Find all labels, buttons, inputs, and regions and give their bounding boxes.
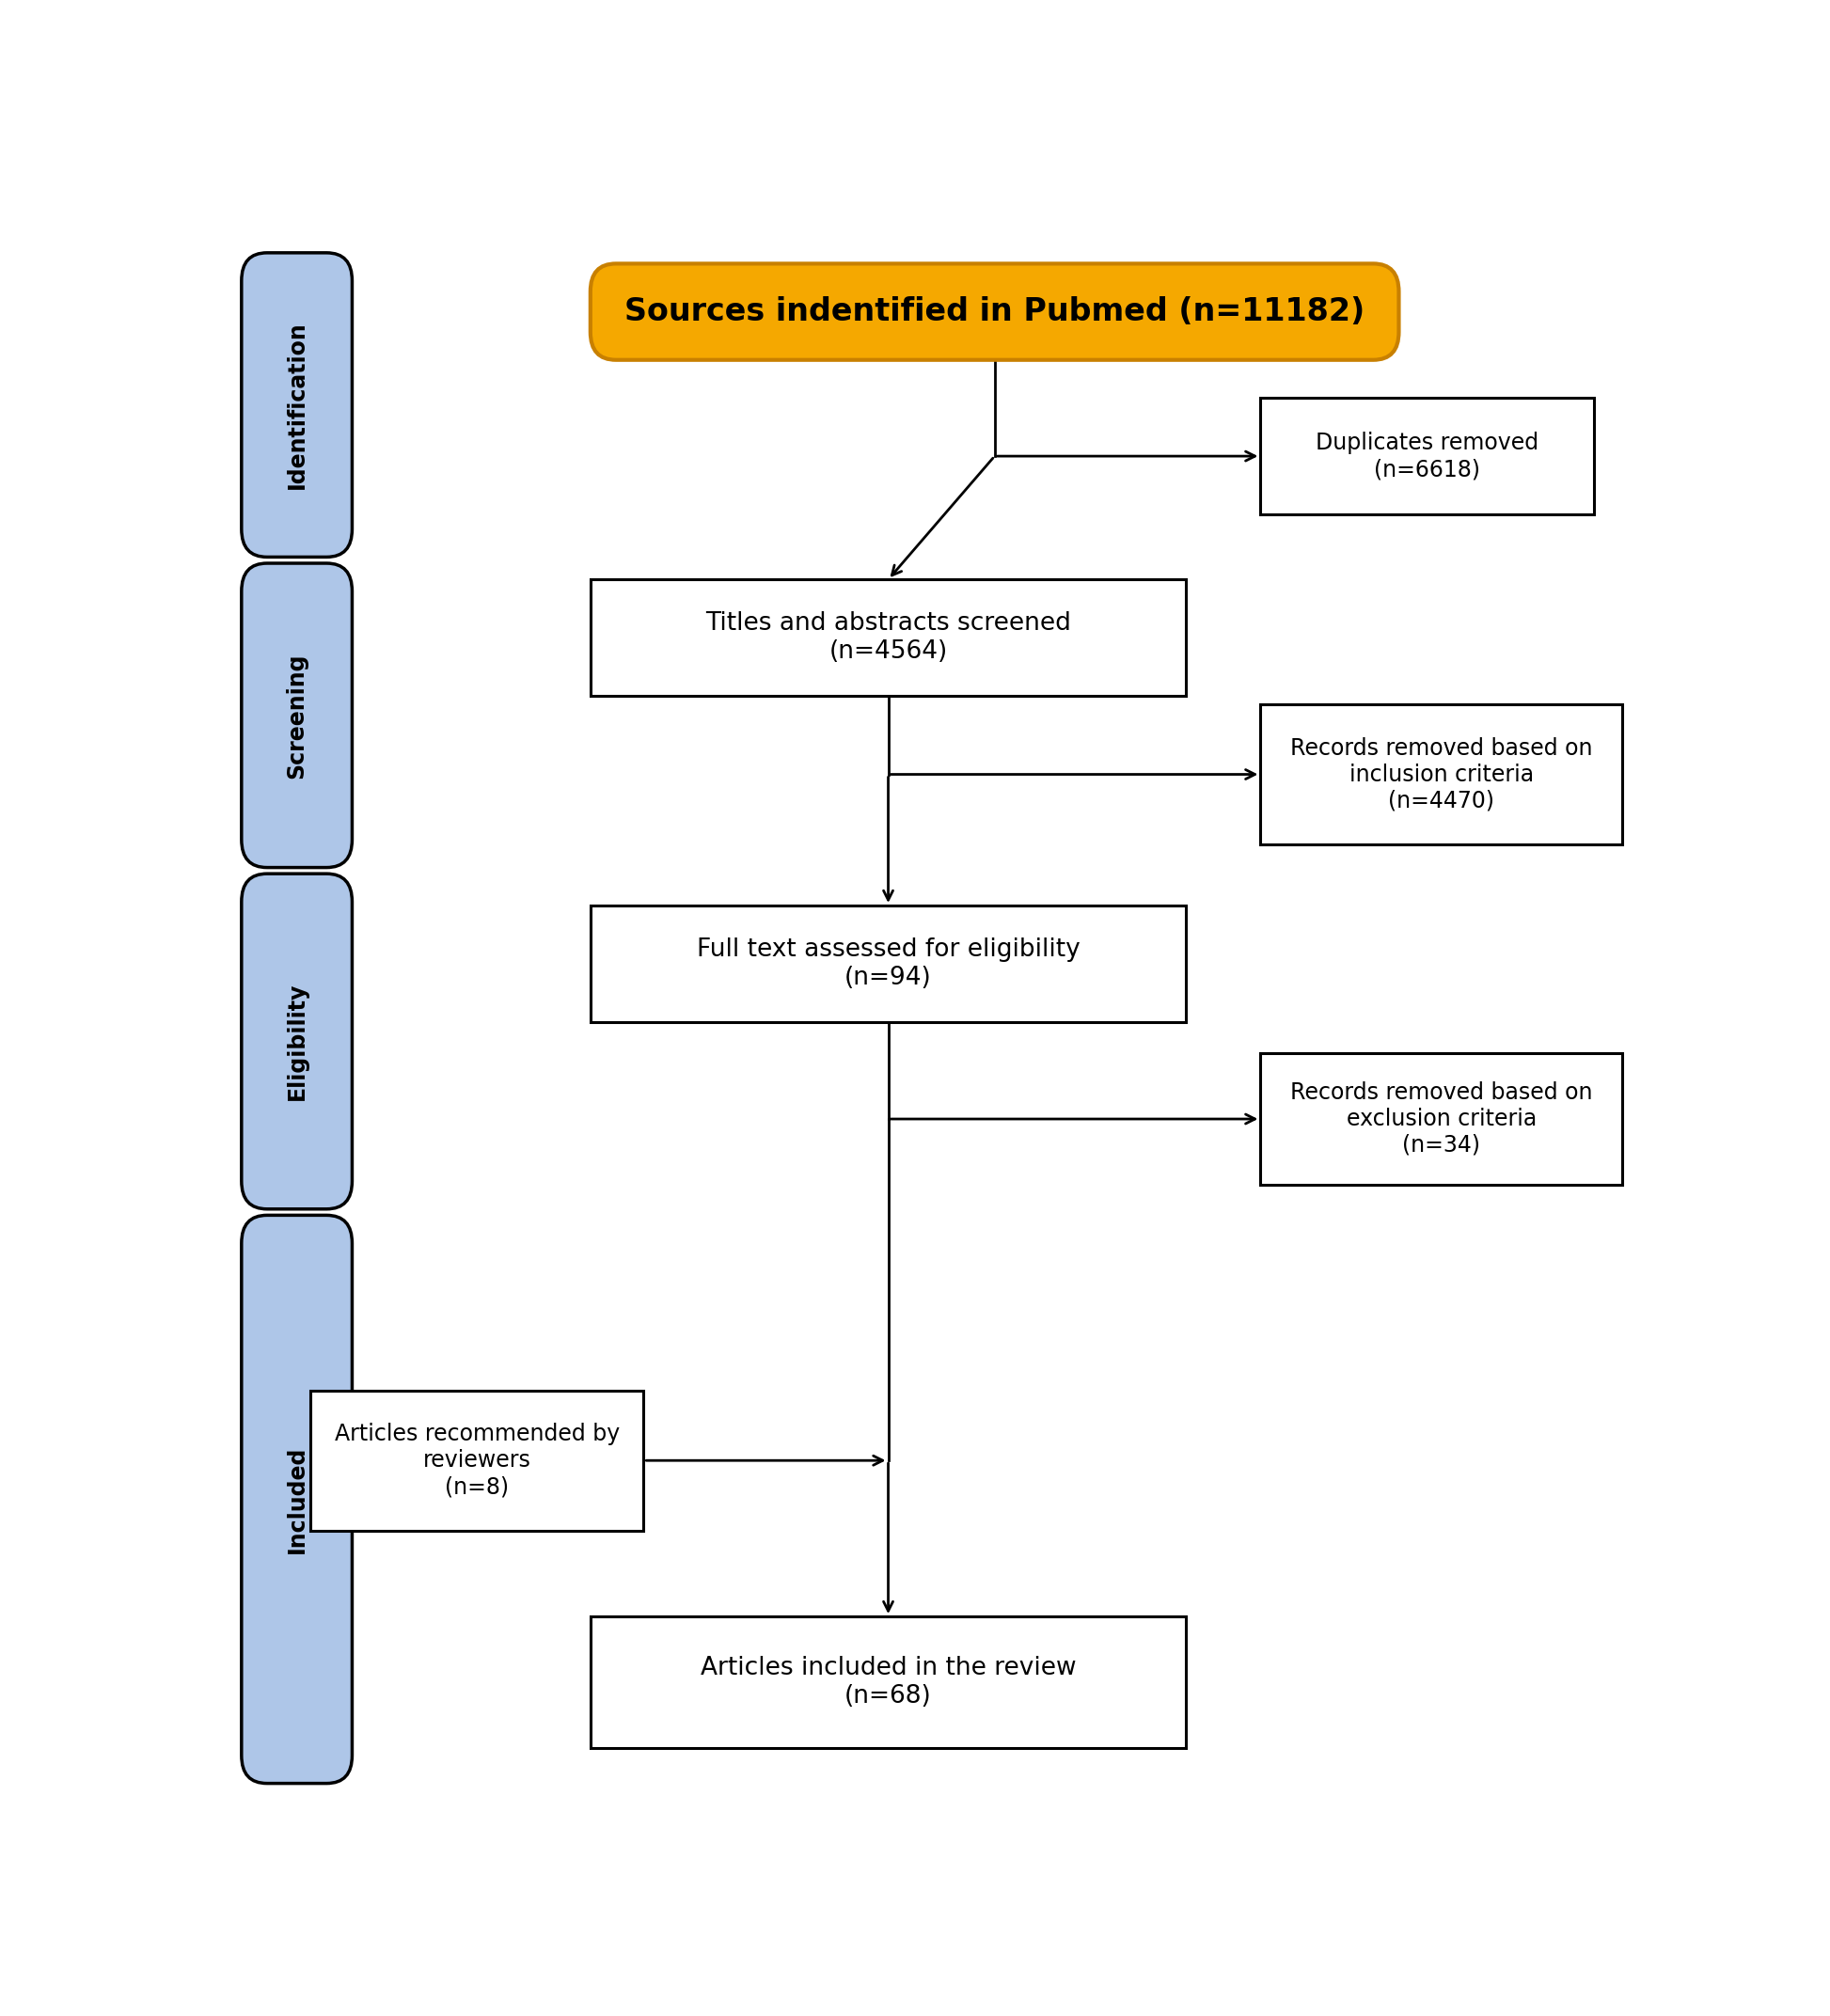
Text: Records removed based on
exclusion criteria
(n=34): Records removed based on exclusion crite…: [1290, 1081, 1592, 1157]
Bar: [1261, 704, 1621, 845]
Text: Screening: Screening: [285, 653, 307, 778]
Bar: [1261, 397, 1594, 514]
Text: Identification: Identification: [285, 321, 307, 490]
Text: Duplicates removed
(n=6618): Duplicates removed (n=6618): [1316, 431, 1539, 480]
Text: Sources indentified in Pubmed (n=11182): Sources indentified in Pubmed (n=11182): [624, 296, 1365, 327]
Text: Articles included in the review
(n=68): Articles included in the review (n=68): [701, 1657, 1076, 1710]
FancyBboxPatch shape: [591, 264, 1398, 361]
Bar: [591, 905, 1186, 1022]
Bar: [1261, 1052, 1621, 1185]
Text: Articles recommended by
reviewers
(n=8): Articles recommended by reviewers (n=8): [335, 1423, 620, 1498]
Text: Eligibility: Eligibility: [285, 982, 307, 1101]
Text: Records removed based on
inclusion criteria
(n=4470): Records removed based on inclusion crite…: [1290, 738, 1592, 812]
Text: Titles and abstracts screened
(n=4564): Titles and abstracts screened (n=4564): [705, 611, 1071, 663]
Bar: [591, 579, 1186, 696]
Bar: [591, 1617, 1186, 1748]
FancyBboxPatch shape: [242, 873, 351, 1210]
Text: Included: Included: [285, 1445, 307, 1552]
FancyBboxPatch shape: [242, 1216, 351, 1784]
FancyBboxPatch shape: [242, 252, 351, 556]
Bar: [311, 1391, 644, 1530]
FancyBboxPatch shape: [242, 562, 351, 867]
Text: Full text assessed for eligibility
(n=94): Full text assessed for eligibility (n=94…: [697, 937, 1080, 990]
